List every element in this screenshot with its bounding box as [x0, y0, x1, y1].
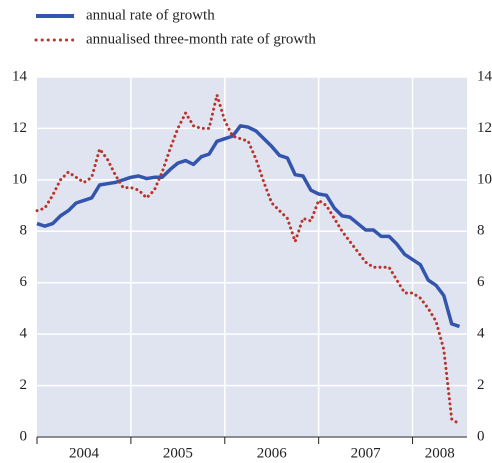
y-tick-label: 10	[12, 171, 27, 187]
legend-label: annual rate of growth	[86, 7, 215, 23]
y2-tick-label: 2	[477, 377, 485, 393]
y-tick-label: 12	[12, 120, 27, 136]
x-tick-label: 2005	[163, 445, 193, 461]
y-tick-label: 4	[20, 326, 28, 342]
plot-area	[37, 77, 467, 437]
series-line	[35, 93, 461, 426]
x-tick-label: 2007	[351, 445, 382, 461]
y2-tick-label: 10	[477, 171, 492, 187]
y2-tick-label: 14	[477, 68, 492, 84]
y-tick-label: 2	[20, 377, 28, 393]
y2-tick-label: 4	[477, 326, 485, 342]
series-line	[36, 124, 461, 329]
y2-tick-label: 8	[477, 223, 485, 239]
y-tick-label: 0	[20, 428, 28, 444]
x-tick-label: 2006	[257, 445, 288, 461]
y2-tick-label: 12	[477, 120, 492, 136]
legend-label: annualised three-month rate of growth	[86, 31, 316, 47]
y-tick-label: 14	[12, 68, 28, 84]
y-tick-label: 6	[20, 274, 28, 290]
y2-tick-label: 6	[477, 274, 485, 290]
y-tick-label: 8	[20, 223, 28, 239]
x-tick-label: 2008	[425, 445, 455, 461]
x-tick-label: 2004	[69, 445, 100, 461]
y2-tick-label: 0	[477, 428, 485, 444]
